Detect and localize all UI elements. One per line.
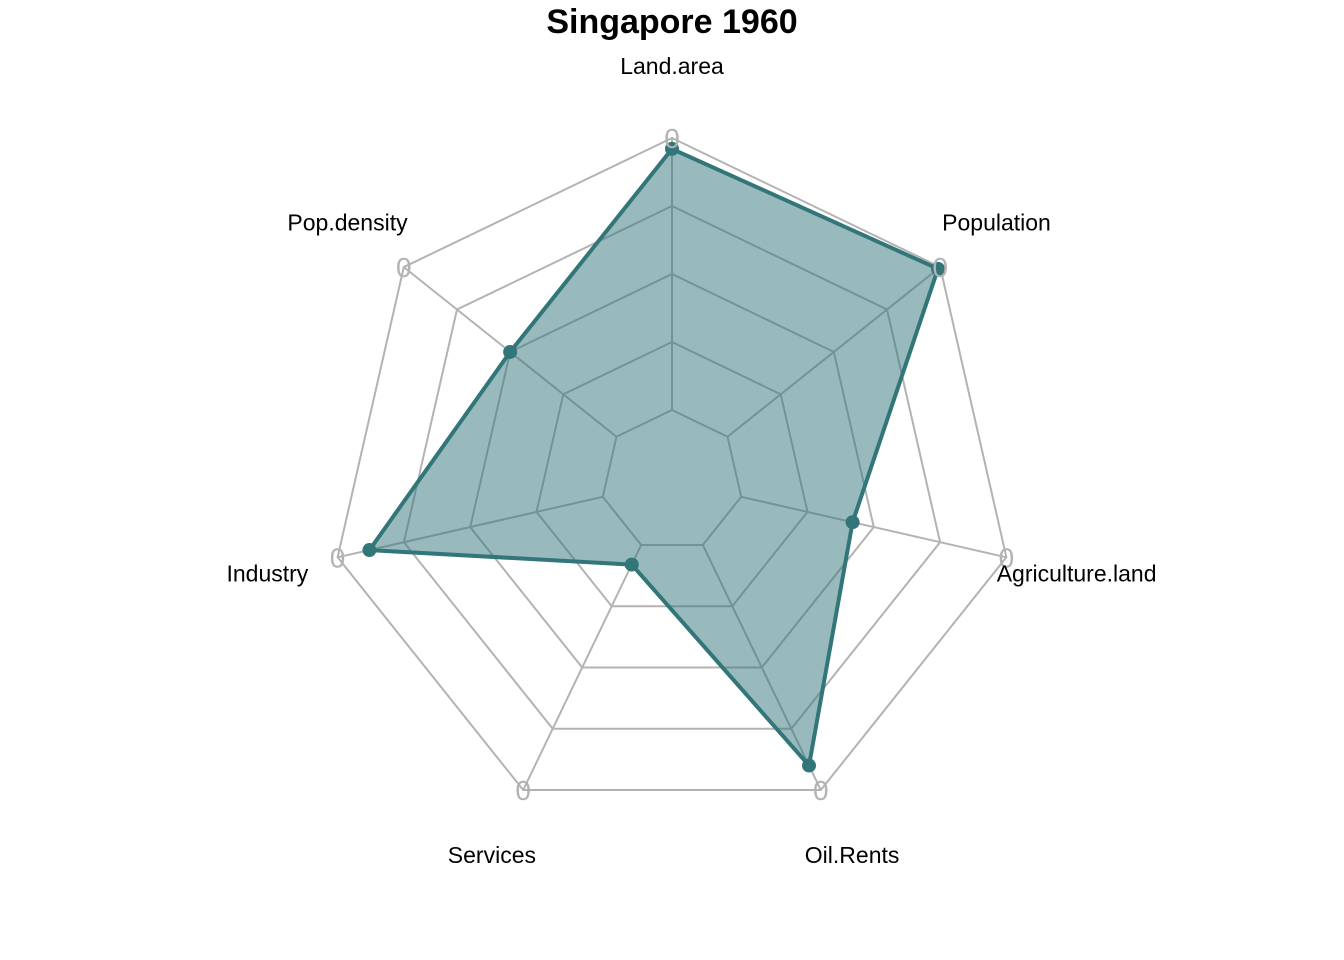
ring-label-5: 0 [330,542,346,573]
grid-ring-4 [336,136,1008,791]
chart-title: Singapore 1960 [546,3,798,41]
data-point-oil-rents [802,758,817,773]
axis-label-population: Population [942,209,1051,235]
series-area-0 [367,146,940,768]
ring-label-4: 0 [515,775,531,806]
data-point-population [931,261,946,276]
data-point-land-area [665,141,679,156]
radar-ring-labels: 0 0 0 0 0 0 0 [330,123,1014,806]
ring-label-6: 0 [396,252,412,283]
ring-label-1: 0 [932,252,948,283]
data-point-pop-density [503,344,518,359]
axis-label-pop-density: Pop.density [287,209,408,235]
axis-label-services: Services [448,842,536,868]
data-point-services [624,557,639,572]
ring-label-0: 0 [664,123,680,154]
axis-label-agriculture-land: Agriculture.land [997,560,1157,586]
ring-label-3: 0 [813,775,829,806]
data-point-industry [362,543,377,558]
axis-label-oil-rents: Oil.Rents [805,842,900,868]
axis-label-land-area: Land.area [620,53,724,79]
radar-axis-labels: Land.area Population Agriculture.land Oil.R… [226,53,1156,868]
axis-label-industry: Industry [226,560,308,586]
ring-label-2: 0 [999,542,1015,573]
data-point-agriculture-land [845,515,860,530]
radar-series [362,141,946,773]
spoke-4 [522,544,643,791]
